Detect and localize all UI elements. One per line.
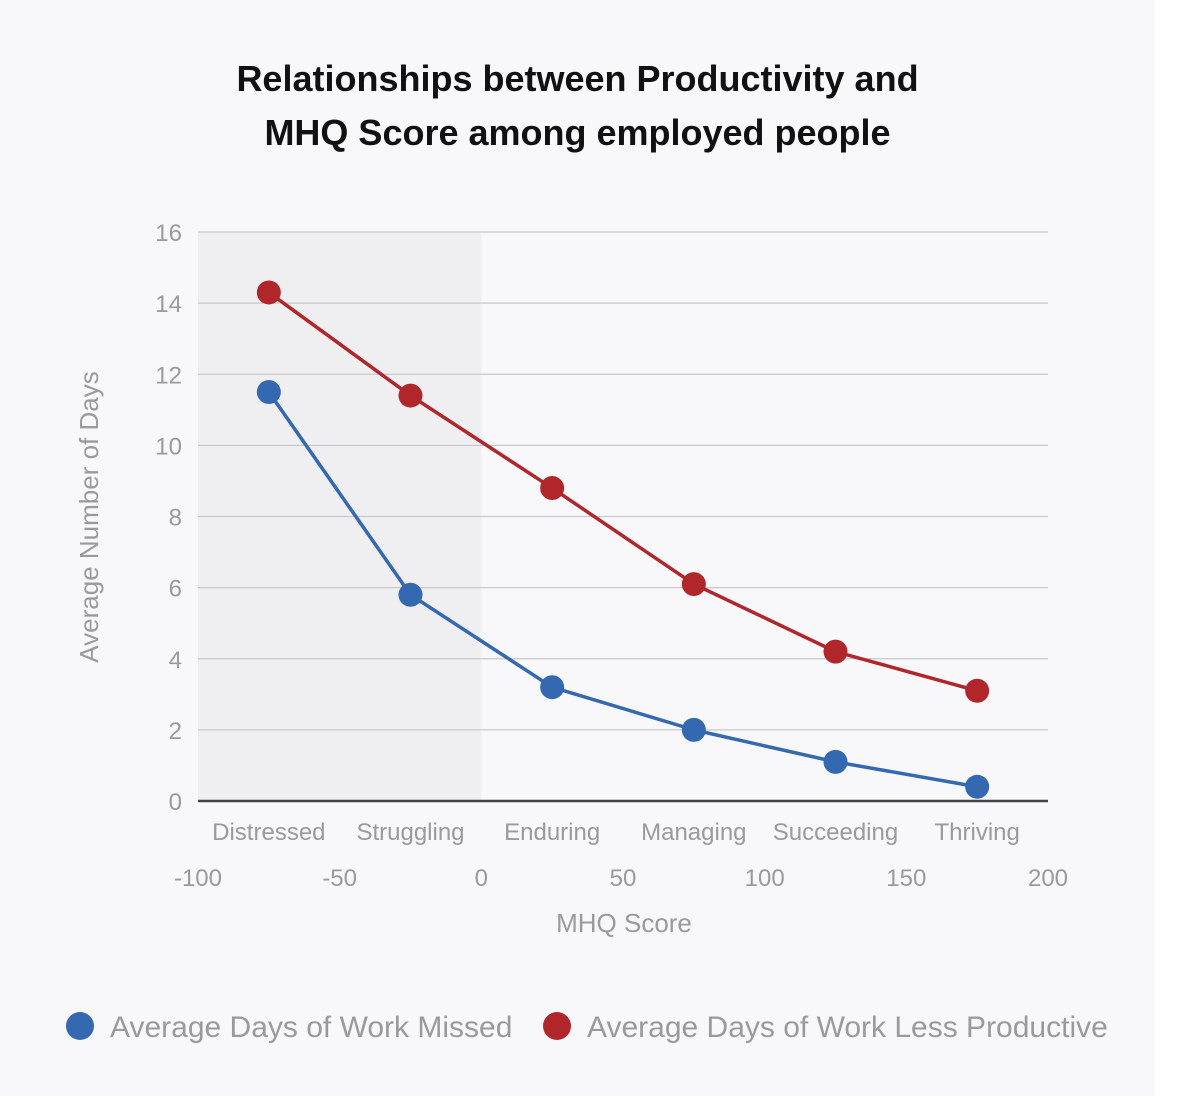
x-tick-label: 150 bbox=[886, 865, 926, 892]
x-tick-label: 0 bbox=[475, 865, 488, 892]
data-point-series-2 bbox=[823, 639, 848, 664]
legend-marker-1 bbox=[66, 1012, 94, 1040]
data-point-series-2 bbox=[681, 572, 706, 597]
x-tick-label: 200 bbox=[1028, 865, 1068, 892]
y-tick-label: 10 bbox=[155, 433, 182, 460]
category-label: Enduring bbox=[504, 819, 600, 846]
x-tick-label: 50 bbox=[610, 865, 637, 892]
x-axis-label: MHQ Score bbox=[556, 908, 692, 938]
y-tick-label: 4 bbox=[169, 647, 182, 674]
y-tick-label: 2 bbox=[169, 718, 182, 745]
data-point-series-2 bbox=[540, 476, 565, 501]
y-tick-label: 14 bbox=[155, 291, 182, 318]
category-label: Managing bbox=[641, 819, 746, 846]
category-label: Distressed bbox=[212, 819, 325, 846]
series-line-2 bbox=[267, 291, 978, 693]
x-tick-label: 100 bbox=[745, 865, 785, 892]
chart-title: Relationships between Productivity and M… bbox=[0, 52, 1155, 160]
category-label: Succeeding bbox=[773, 819, 898, 846]
data-point-series-1 bbox=[965, 774, 990, 799]
x-tick-label: -50 bbox=[322, 865, 357, 892]
y-tick-label: 0 bbox=[169, 789, 182, 816]
category-label: Thriving bbox=[934, 819, 1019, 846]
chart-title-line-1: Relationships between Productivity and bbox=[236, 58, 919, 99]
data-point-series-2 bbox=[398, 383, 423, 408]
series-line-1 bbox=[267, 391, 978, 789]
data-point-series-1 bbox=[256, 380, 281, 405]
legend-label-2: Average Days of Work Less Productive bbox=[587, 1011, 1108, 1044]
data-point-series-1 bbox=[823, 749, 848, 774]
y-axis-label: Average Number of Days bbox=[74, 371, 104, 662]
legend-label-1: Average Days of Work Missed bbox=[110, 1011, 512, 1044]
data-point-series-2 bbox=[965, 678, 990, 703]
legend-marker-2 bbox=[543, 1012, 571, 1040]
y-tick-label: 8 bbox=[169, 505, 182, 532]
data-point-series-1 bbox=[540, 675, 565, 700]
y-tick-label: 6 bbox=[169, 576, 182, 603]
data-point-series-1 bbox=[681, 717, 706, 742]
data-point-series-2 bbox=[256, 280, 281, 305]
chart-title-line-2: MHQ Score among employed people bbox=[264, 112, 891, 153]
data-point-series-1 bbox=[398, 582, 423, 607]
category-label: Struggling bbox=[356, 819, 464, 846]
x-tick-label: -100 bbox=[174, 865, 222, 892]
y-tick-label: 16 bbox=[155, 220, 182, 247]
y-tick-label: 12 bbox=[155, 362, 182, 389]
